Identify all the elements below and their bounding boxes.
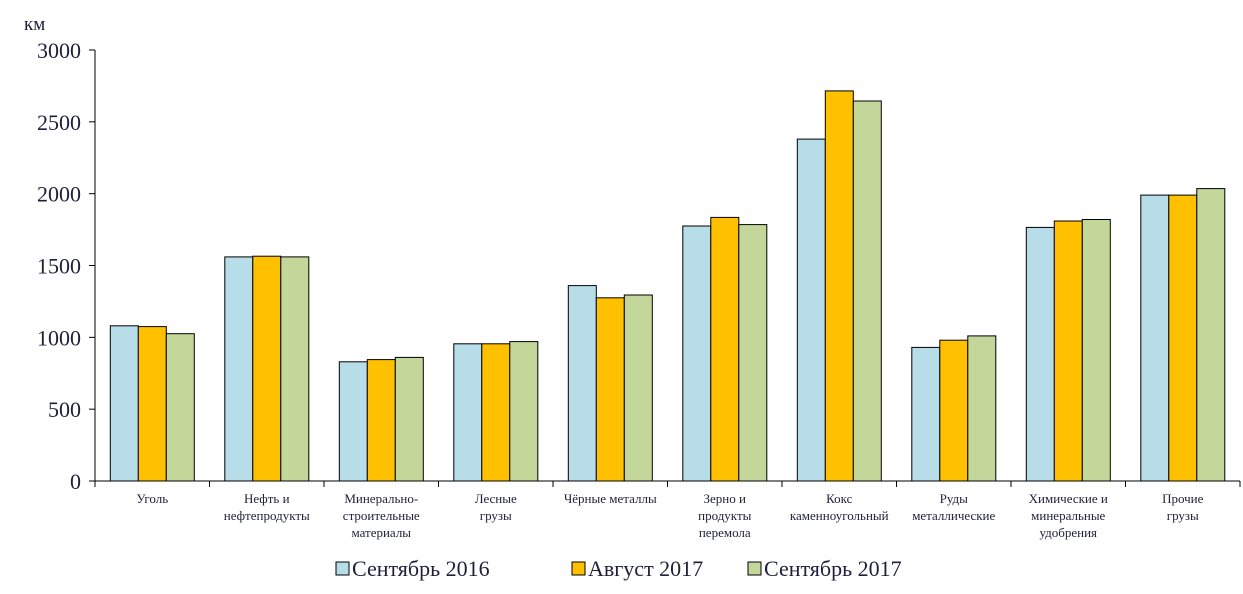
x-tick-label-line: грузы <box>1167 508 1199 523</box>
bar-2-3 <box>366 359 396 482</box>
x-tick-label: Зерно и продукты перемола <box>698 491 752 540</box>
x-tick-label: Нефть и нефтепродукты <box>224 491 310 523</box>
bar-2-7 <box>824 90 854 482</box>
bar-2-9 <box>1053 220 1083 482</box>
x-tick-label-line: материалы <box>351 525 411 540</box>
bar-1-3 <box>338 361 368 482</box>
x-tick-label-line: строительные <box>343 508 420 523</box>
bar-3-7 <box>852 100 882 482</box>
x-tick-label: Прочие грузы <box>1162 491 1204 523</box>
x-tick-label-line: Химические и <box>1029 491 1108 506</box>
y-tick-label: 0 <box>70 469 81 494</box>
x-tick-label-line: Минерально- <box>344 491 418 506</box>
y-tick-label: 1500 <box>37 254 81 279</box>
bar-3-4 <box>509 341 539 482</box>
x-tick-label-line: Прочие <box>1162 491 1204 506</box>
x-tick-label-line: Кокс <box>826 491 853 506</box>
legend-label-1: Сентябрь 2016 <box>352 556 490 581</box>
bar-3-5 <box>623 294 653 482</box>
x-tick-label-line: грузы <box>480 508 512 523</box>
bar-1-8 <box>911 346 941 482</box>
x-tick-label-line: металлические <box>912 508 995 523</box>
x-tick-label-line: Руды <box>940 491 969 506</box>
x-axis-ticks: Уголь Нефть и нефтепродукты Минерально-стро… <box>136 491 1203 540</box>
bar-2-2 <box>252 255 282 482</box>
bars <box>109 90 1226 482</box>
bar-3-1 <box>165 333 195 482</box>
bar-2-8 <box>939 339 969 482</box>
legend-label-3: Сентябрь 2017 <box>764 556 902 581</box>
x-tick-label-line: продукты <box>698 508 752 523</box>
x-tick-label: Кокс каменноугольный <box>790 491 889 523</box>
legend-swatch-3 <box>747 561 762 576</box>
y-tick-label: 2000 <box>37 182 81 207</box>
bar-3-9 <box>1081 219 1111 482</box>
y-tick-label: 1000 <box>37 325 81 350</box>
x-tick-label: Руды металлические <box>912 491 995 523</box>
x-tick-label-line: минеральные <box>1031 508 1105 523</box>
bar-1-1 <box>109 325 139 482</box>
bar-1-9 <box>1025 226 1055 482</box>
bar-3-6 <box>738 224 768 482</box>
x-tick-label-line: удобрения <box>1039 525 1097 540</box>
bar-2-1 <box>137 326 167 482</box>
y-tick-label: 500 <box>48 397 81 422</box>
x-tick-label: Лесные грузы <box>475 491 517 523</box>
bar-1-6 <box>682 225 712 482</box>
x-tick-label: Химические и минеральные удобрения <box>1029 491 1108 540</box>
bar-1-4 <box>453 343 483 482</box>
y-tick-label: 2500 <box>37 110 81 135</box>
y-tick-label: 3000 <box>37 38 81 63</box>
axes <box>94 50 1241 487</box>
bar-1-10 <box>1140 194 1170 482</box>
bar-3-8 <box>967 335 997 482</box>
bar-2-5 <box>595 297 625 482</box>
legend-swatch-1 <box>335 561 350 576</box>
x-tick-label-line: Нефть и <box>244 491 290 506</box>
x-tick-label-line: Лесные <box>475 491 517 506</box>
bar-1-2 <box>224 256 254 482</box>
bar-3-10 <box>1196 188 1226 482</box>
bar-2-10 <box>1168 194 1198 482</box>
bar-2-6 <box>710 216 740 482</box>
legend-swatch-2 <box>571 561 586 576</box>
x-tick-label: Минерально-строительные материалы <box>343 491 420 540</box>
bar-3-2 <box>280 256 310 482</box>
legend: Сентябрь 2016 Август 2017 Сентябрь 2017 <box>335 556 902 581</box>
x-tick-label-line: Зерно и <box>704 491 746 506</box>
bar-1-7 <box>796 138 826 482</box>
x-tick-label: Чёрные металлы <box>564 491 657 506</box>
x-tick-label-line: каменноугольный <box>790 508 889 523</box>
bar-2-4 <box>481 343 511 482</box>
legend-label-2: Август 2017 <box>588 556 703 581</box>
y-axis-ticks: 0 500 1000 1500 2000 2500 3000 <box>37 38 95 494</box>
x-tick-label: Уголь <box>136 491 168 506</box>
x-tick-label-line: Чёрные металлы <box>564 491 657 506</box>
x-tick-label-line: перемола <box>699 525 751 540</box>
x-tick-label-line: нефтепродукты <box>224 508 310 523</box>
x-tick-label-line: Уголь <box>136 491 168 506</box>
bar-1-5 <box>567 285 597 482</box>
bar-3-3 <box>394 356 424 482</box>
y-axis-unit-label: км <box>24 14 45 35</box>
